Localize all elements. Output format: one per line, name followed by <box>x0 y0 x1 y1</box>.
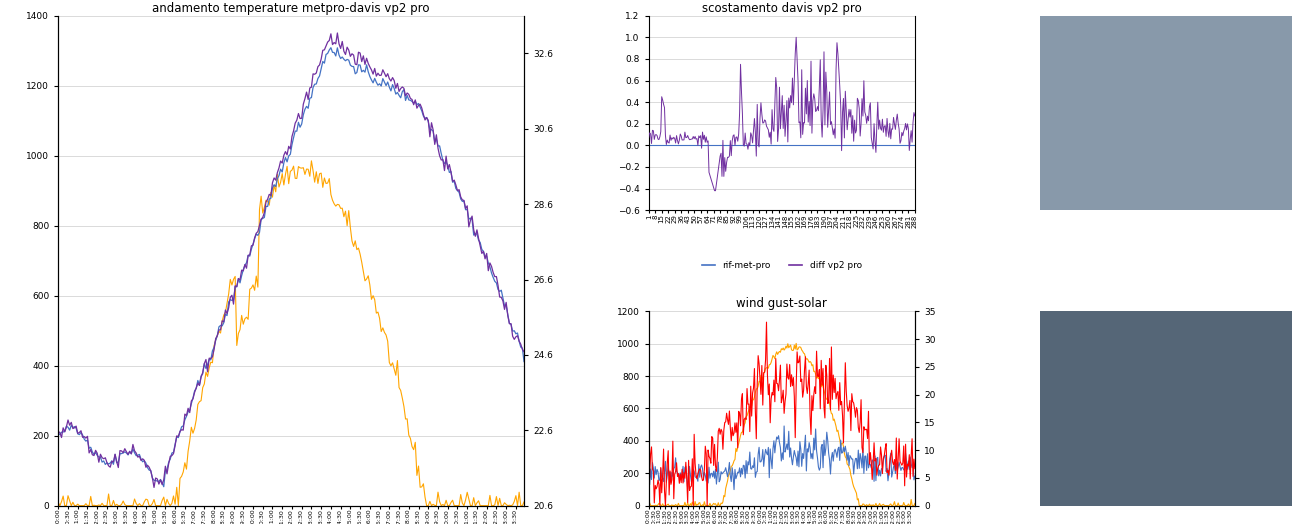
Legend: rif-met-pro, diff vp2 pro: rif-met-pro, diff vp2 pro <box>698 257 865 274</box>
Title: wind gust-solar: wind gust-solar <box>737 297 828 310</box>
Line: wind-ws68: wind-ws68 <box>649 426 914 489</box>
solar-ws68 <box>870 503 886 509</box>
davis vp2 pro <box>479 250 495 257</box>
wind-ws68 <box>872 473 887 479</box>
Line: davis vp2 pro: davis vp2 pro <box>58 33 524 487</box>
solar-ws68 <box>664 502 680 508</box>
met-pro <box>155 484 171 490</box>
met-pro <box>465 216 480 223</box>
met-pro <box>324 45 339 51</box>
Line: solar-ws68: solar-ws68 <box>58 161 524 506</box>
davis vp2 pro <box>444 178 460 184</box>
gust-ws68 <box>777 399 793 405</box>
solar-ws68 <box>641 503 657 509</box>
davis vp2 pro <box>146 484 162 490</box>
met-pro <box>91 454 106 460</box>
gust-ws68 <box>886 462 901 468</box>
wind-ws68 <box>641 471 657 477</box>
solar-ws68 <box>865 501 881 508</box>
wind-ws68 <box>777 449 793 455</box>
solar-ws68 <box>453 492 469 498</box>
solar-ws68 <box>465 503 480 509</box>
solar-ws68 <box>884 503 900 509</box>
gust-ws68 <box>872 462 887 468</box>
gust-ws68 <box>658 503 673 509</box>
solar-ws68 <box>517 499 532 505</box>
davis vp2 pro <box>465 213 480 219</box>
solar-ws68 <box>444 497 460 504</box>
Title: scostamento davis vp2 pro: scostamento davis vp2 pro <box>702 2 861 15</box>
gust-ws68 <box>878 445 894 452</box>
Title: andamento temperature metpro-davis vp2 pro: andamento temperature metpro-davis vp2 p… <box>153 2 430 15</box>
met-pro <box>51 430 66 436</box>
met-pro <box>517 358 532 365</box>
davis vp2 pro <box>453 194 469 200</box>
gust-ws68 <box>759 319 774 325</box>
solar-ws68 <box>52 503 67 509</box>
gust-ws68 <box>906 465 922 472</box>
solar-ws68 <box>479 503 495 509</box>
davis vp2 pro <box>51 429 66 435</box>
gust-ws68 <box>666 438 681 444</box>
Line: solar-ws68: solar-ws68 <box>649 343 914 506</box>
wind-ws68 <box>726 486 742 493</box>
davis vp2 pro <box>91 459 106 465</box>
Line: met-pro: met-pro <box>58 48 524 487</box>
davis vp2 pro <box>330 30 346 36</box>
solar-ws68 <box>776 345 791 351</box>
met-pro <box>479 253 495 259</box>
solar-ws68 <box>906 500 922 507</box>
solar-ws68 <box>93 503 109 509</box>
solar-ws68 <box>789 340 804 346</box>
wind-ws68 <box>878 452 894 458</box>
wind-ws68 <box>906 473 922 479</box>
solar-ws68 <box>303 158 319 164</box>
Line: gust-ws68: gust-ws68 <box>649 322 914 506</box>
solar-ws68 <box>287 175 303 181</box>
solar-ws68 <box>877 502 892 508</box>
solar-ws68 <box>51 499 66 506</box>
wind-ws68 <box>886 464 901 470</box>
wind-ws68 <box>776 423 791 429</box>
gust-ws68 <box>641 492 657 498</box>
davis vp2 pro <box>287 120 303 126</box>
davis vp2 pro <box>517 348 532 355</box>
gust-ws68 <box>866 440 882 446</box>
wind-ws68 <box>866 478 882 485</box>
met-pro <box>453 196 469 202</box>
wind-ws68 <box>664 469 680 475</box>
met-pro <box>287 128 303 134</box>
met-pro <box>444 179 460 185</box>
